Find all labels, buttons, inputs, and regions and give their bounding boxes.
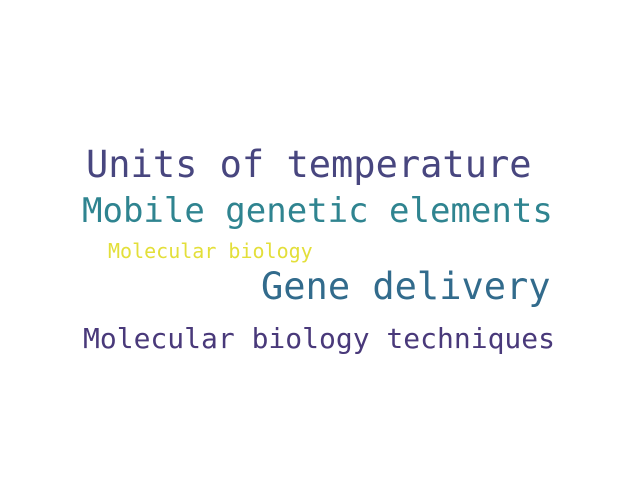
- word-mobile-genetic-elements: Mobile genetic elements: [82, 191, 553, 231]
- word-molecular-biology-techniques: Molecular biology techniques: [83, 322, 556, 355]
- word-units-of-temperature: Units of temperature: [86, 143, 532, 186]
- word-gene-delivery: Gene delivery: [261, 265, 551, 308]
- word-molecular-biology: Molecular biology: [108, 239, 313, 263]
